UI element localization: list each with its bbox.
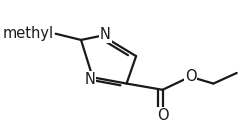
Text: N: N <box>85 72 95 87</box>
Text: N: N <box>100 27 111 42</box>
Text: O: O <box>157 108 168 123</box>
Text: methyl: methyl <box>2 26 54 41</box>
Text: O: O <box>185 69 196 84</box>
